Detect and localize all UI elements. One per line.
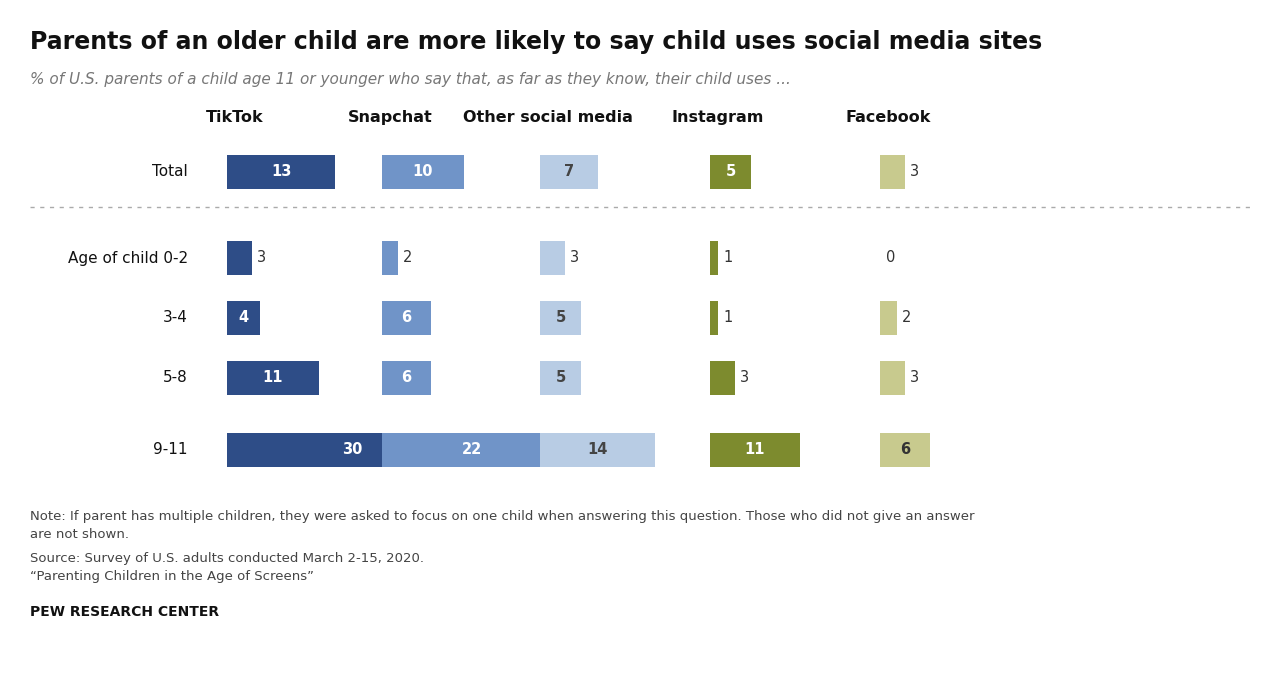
Bar <box>381 361 431 395</box>
Text: 6: 6 <box>402 310 412 326</box>
Bar <box>227 155 335 189</box>
Text: Source: Survey of U.S. adults conducted March 2-15, 2020.: Source: Survey of U.S. adults conducted … <box>29 552 424 565</box>
Text: 2: 2 <box>901 310 911 326</box>
Text: “Parenting Children in the Age of Screens”: “Parenting Children in the Age of Screen… <box>29 570 314 583</box>
Text: 3-4: 3-4 <box>163 310 188 326</box>
Text: 5: 5 <box>556 370 566 386</box>
Bar <box>381 241 398 275</box>
Bar <box>881 301 897 335</box>
Text: Age of child 0-2: Age of child 0-2 <box>68 251 188 265</box>
Text: are not shown.: are not shown. <box>29 528 129 541</box>
Text: 5: 5 <box>726 164 736 180</box>
Text: 11: 11 <box>745 443 765 457</box>
Text: Note: If parent has multiple children, they were asked to focus on one child whe: Note: If parent has multiple children, t… <box>29 510 974 523</box>
Text: 6: 6 <box>900 443 910 457</box>
Text: PEW RESEARCH CENTER: PEW RESEARCH CENTER <box>29 605 219 619</box>
Bar <box>540 241 564 275</box>
Bar <box>540 361 581 395</box>
Bar <box>881 155 905 189</box>
Bar <box>381 155 463 189</box>
Text: Snapchat: Snapchat <box>348 110 433 125</box>
Bar <box>540 155 598 189</box>
Text: 9-11: 9-11 <box>154 443 188 457</box>
Bar <box>227 301 260 335</box>
Bar <box>881 361 905 395</box>
Text: % of U.S. parents of a child age 11 or younger who say that, as far as they know: % of U.S. parents of a child age 11 or y… <box>29 72 791 87</box>
Bar <box>227 241 252 275</box>
Text: 3: 3 <box>740 370 749 386</box>
Text: Facebook: Facebook <box>845 110 931 125</box>
Bar <box>710 361 735 395</box>
Text: Parents of an older child are more likely to say child uses social media sites: Parents of an older child are more likel… <box>29 30 1042 54</box>
Bar <box>540 301 581 335</box>
Text: 2: 2 <box>403 251 412 265</box>
Text: 5-8: 5-8 <box>164 370 188 386</box>
Text: Other social media: Other social media <box>463 110 632 125</box>
Text: 3: 3 <box>257 251 266 265</box>
Text: Instagram: Instagram <box>672 110 764 125</box>
Text: 22: 22 <box>462 443 483 457</box>
Text: 1: 1 <box>723 310 732 326</box>
Text: 1: 1 <box>723 251 732 265</box>
Text: 14: 14 <box>588 443 608 457</box>
Text: 3: 3 <box>910 370 919 386</box>
Text: 3: 3 <box>570 251 579 265</box>
Bar <box>710 433 800 467</box>
Bar <box>227 433 477 467</box>
Text: 0: 0 <box>886 251 896 265</box>
Bar <box>381 301 431 335</box>
Bar <box>540 433 655 467</box>
Bar <box>710 301 718 335</box>
Text: 13: 13 <box>271 164 292 180</box>
Bar <box>881 433 931 467</box>
Text: 5: 5 <box>556 310 566 326</box>
Text: 10: 10 <box>412 164 433 180</box>
Text: 30: 30 <box>342 443 362 457</box>
Text: 7: 7 <box>563 164 573 180</box>
Text: Total: Total <box>152 164 188 180</box>
Bar <box>227 361 319 395</box>
Bar <box>381 433 562 467</box>
Text: TikTok: TikTok <box>206 110 264 125</box>
Bar <box>710 241 718 275</box>
Text: 11: 11 <box>262 370 283 386</box>
Text: 3: 3 <box>910 164 919 180</box>
Bar <box>710 155 751 189</box>
Text: 4: 4 <box>238 310 248 326</box>
Text: 6: 6 <box>402 370 412 386</box>
